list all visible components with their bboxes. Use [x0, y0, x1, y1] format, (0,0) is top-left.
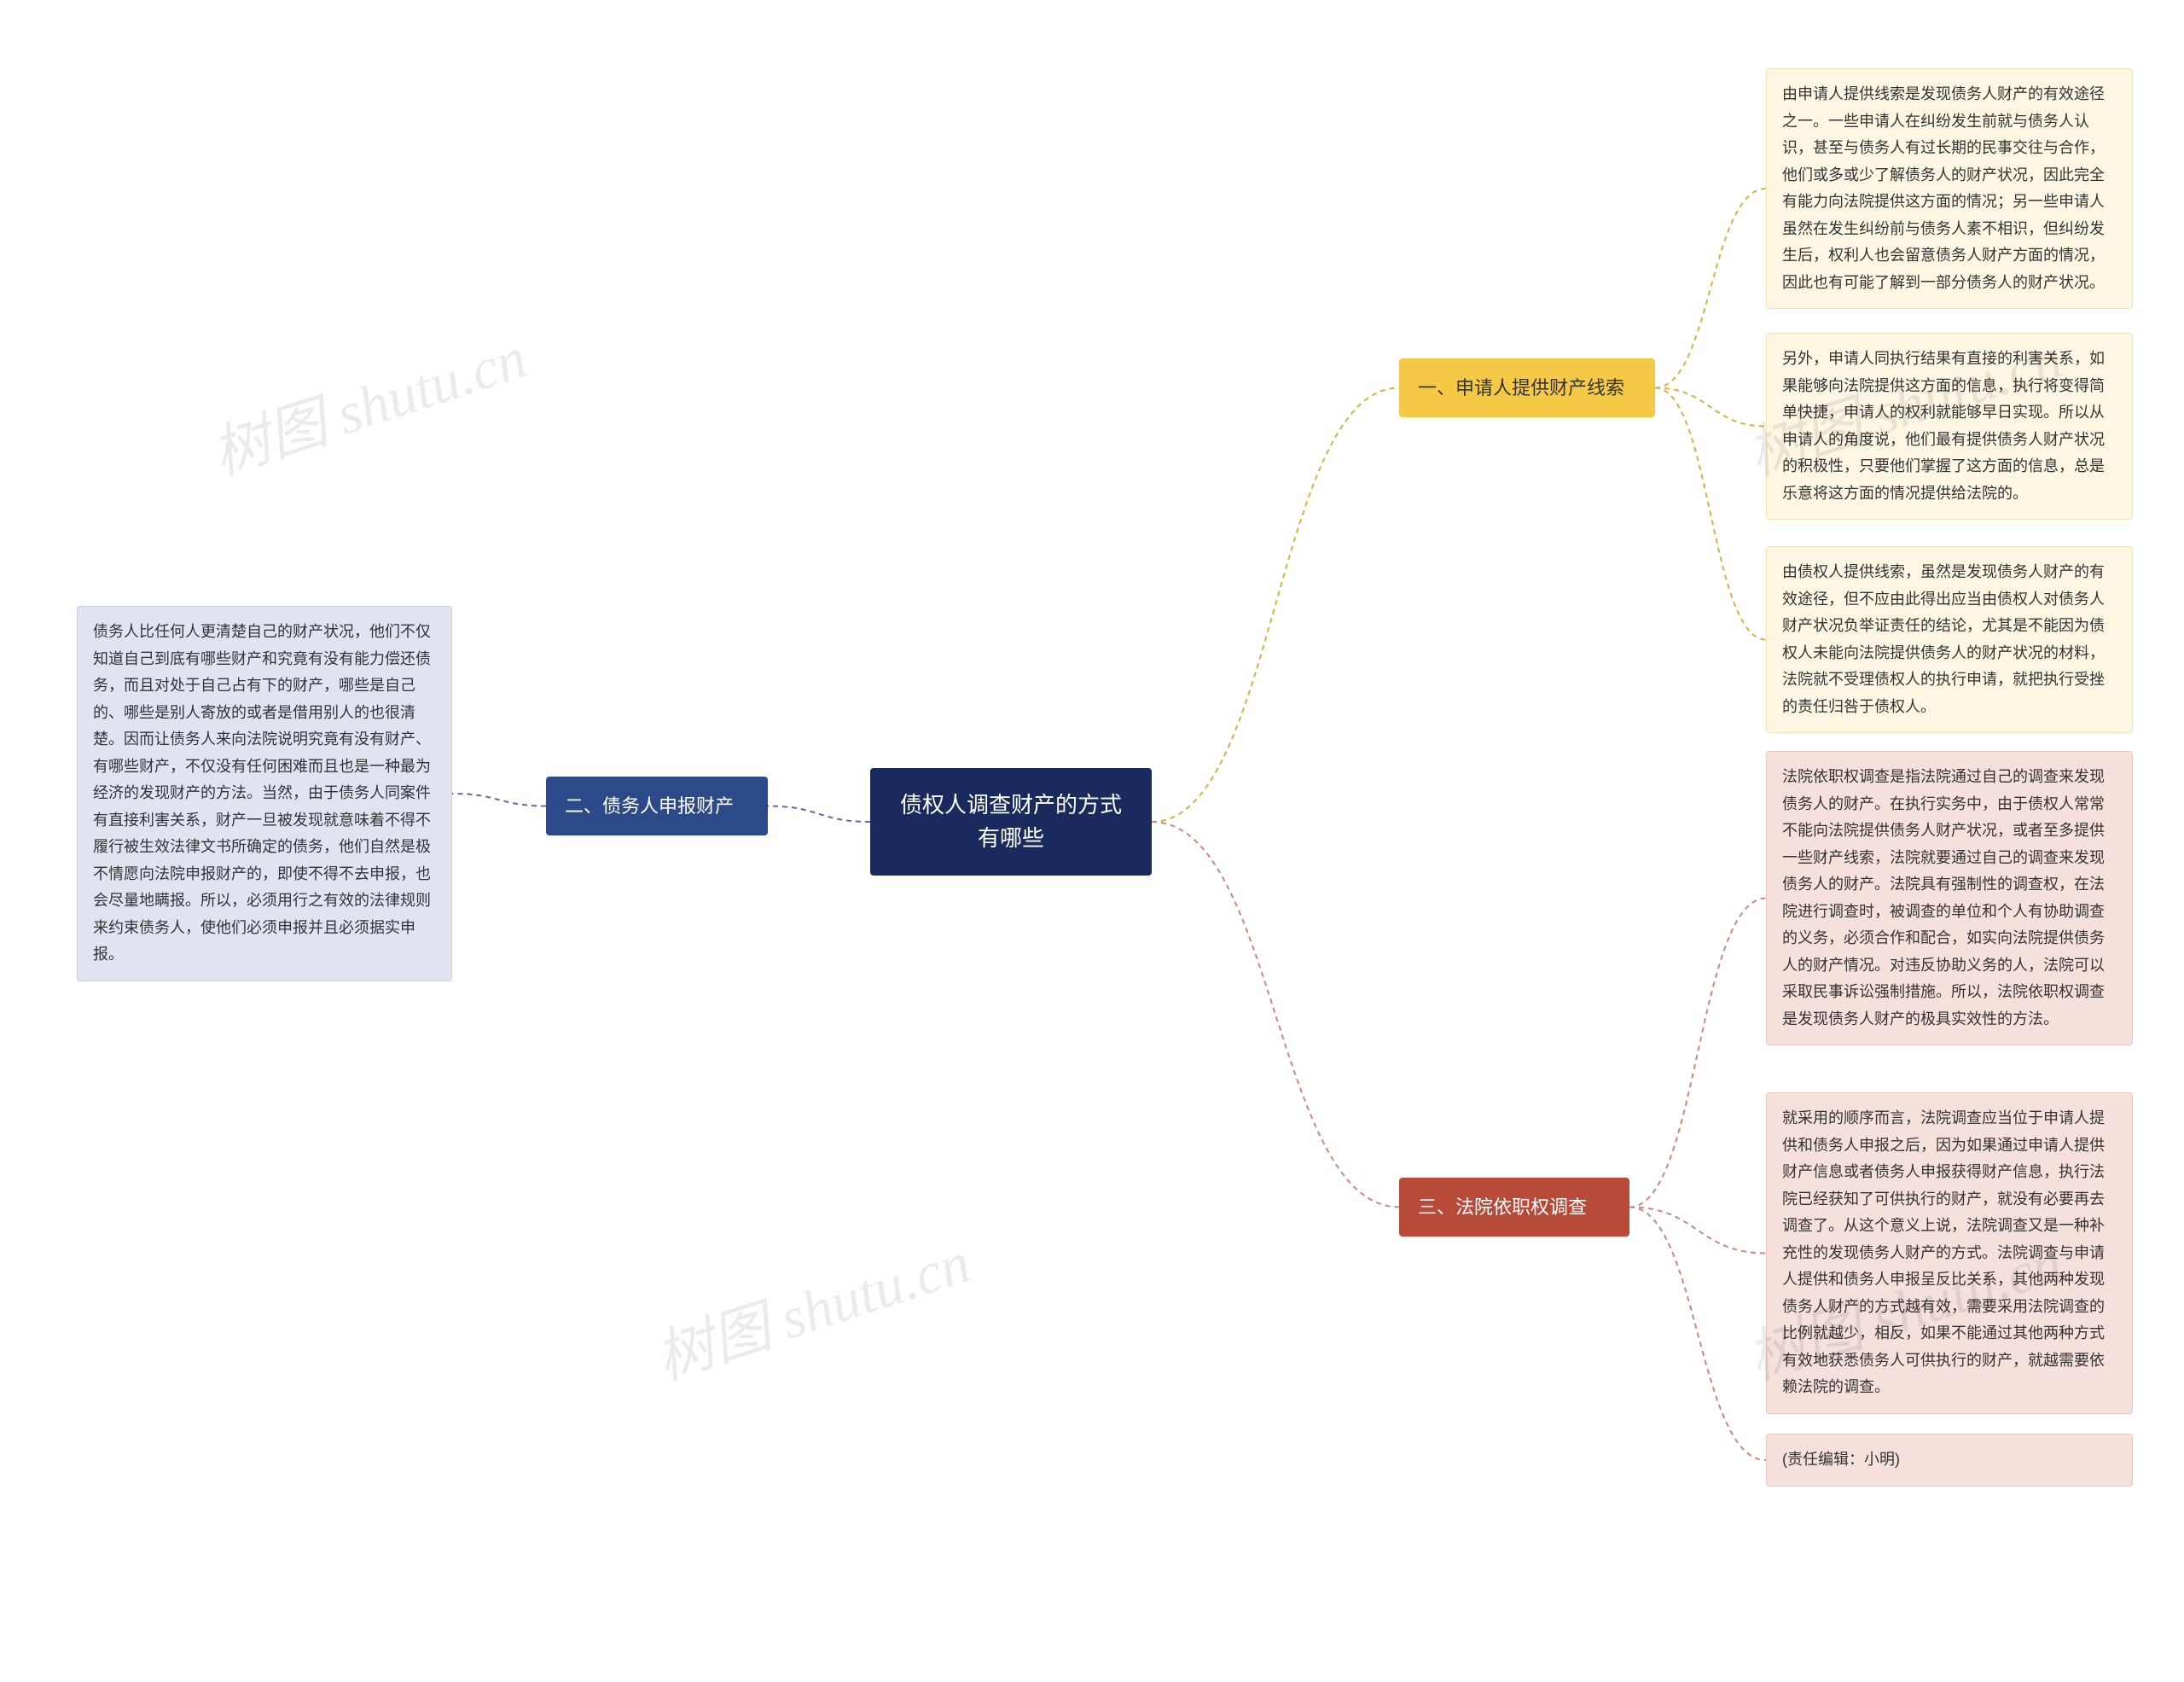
- branch-node-b3[interactable]: 三、法院依职权调查: [1399, 1178, 1629, 1237]
- leaf-node-b1-1[interactable]: 另外，申请人同执行结果有直接的利害关系，如果能够向法院提供这方面的信息，执行将变…: [1766, 333, 2133, 520]
- leaf-node-b1-0[interactable]: 由申请人提供线索是发现债务人财产的有效途径之一。一些申请人在纠纷发生前就与债务人…: [1766, 68, 2133, 309]
- root-node[interactable]: 债权人调查财产的方式有哪些: [870, 768, 1152, 876]
- leaf-node-b1-2[interactable]: 由债权人提供线索，虽然是发现债务人财产的有效途径，但不应由此得出应当由债权人对债…: [1766, 546, 2133, 733]
- leaf-node-b3-2[interactable]: (责任编辑：小明): [1766, 1434, 2133, 1487]
- watermark: 树图 shutu.cn: [643, 1214, 979, 1395]
- leaf-node-b3-0[interactable]: 法院依职权调查是指法院通过自己的调查来发现债务人的财产。在执行实务中，由于债权人…: [1766, 751, 2133, 1045]
- branch-node-b1[interactable]: 一、申请人提供财产线索: [1399, 358, 1655, 417]
- leaf-node-b2-0[interactable]: 债务人比任何人更清楚自己的财产状况，他们不仅知道自己到底有哪些财产和究竟有没有能…: [77, 606, 452, 981]
- watermark: 树图 shutu.cn: [200, 310, 535, 491]
- leaf-node-b3-1[interactable]: 就采用的顺序而言，法院调查应当位于申请人提供和债务人申报之后，因为如果通过申请人…: [1766, 1092, 2133, 1414]
- branch-node-b2[interactable]: 二、债务人申报财产: [546, 777, 768, 835]
